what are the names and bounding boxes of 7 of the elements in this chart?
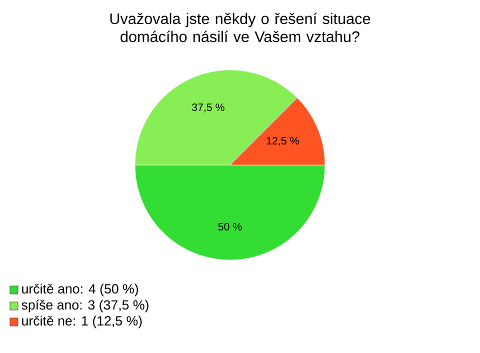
chart-title: Uvažovala jste někdy o řešení situace domácího násilí ve Vašem vztahu? <box>110 12 370 42</box>
legend-label: spíše ano: 3 (37,5 %) <box>22 300 148 312</box>
data-label: 50 % <box>218 222 242 231</box>
data-label: 12,5 % <box>266 136 299 146</box>
data-label: 37,5 % <box>192 104 224 112</box>
legend-label: určitě ne: 1 (12,5 %) <box>22 316 142 328</box>
legend-label: určitě ano: 4 (50 %) <box>22 284 138 296</box>
